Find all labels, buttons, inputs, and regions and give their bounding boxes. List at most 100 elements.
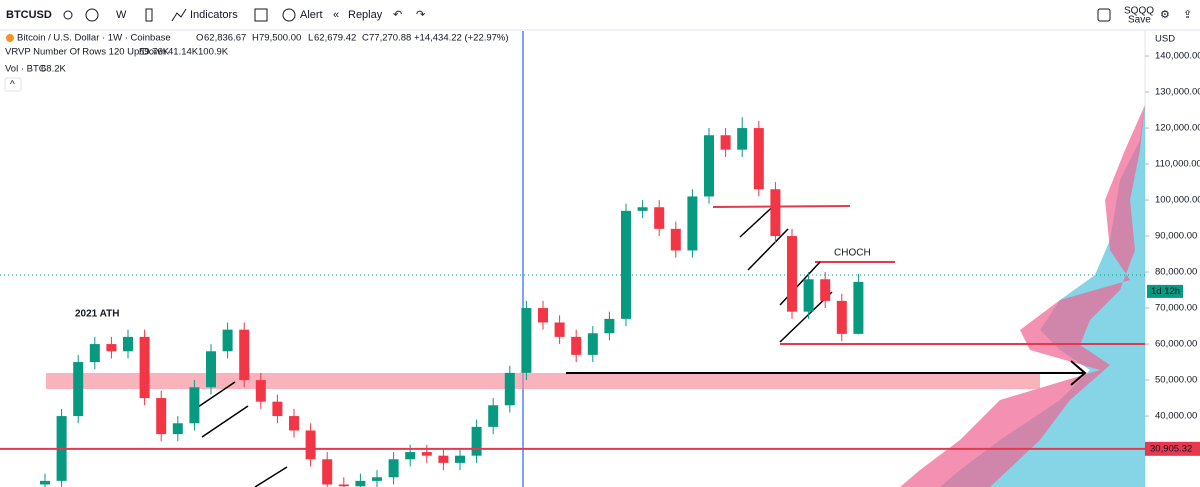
candle-body xyxy=(355,480,366,487)
channel-line xyxy=(201,405,249,438)
level-tag xyxy=(1145,441,1200,456)
candle-body xyxy=(239,329,250,381)
symbol[interactable]: BTCUSD xyxy=(6,9,52,21)
candle-body xyxy=(289,416,299,431)
alert-icon[interactable] xyxy=(282,8,296,22)
channel-line xyxy=(254,466,288,487)
candle-body xyxy=(172,423,183,435)
legend-value: 100.9K xyxy=(198,47,229,58)
legend-value: 79,500.00 xyxy=(259,33,301,44)
replay-icon[interactable]: « xyxy=(333,9,339,21)
candle-body xyxy=(571,336,582,355)
candle-body xyxy=(604,318,615,334)
volume-profile-down xyxy=(900,105,1145,487)
candle-body xyxy=(670,228,681,251)
legend-vrvp: VRVP Number Of Rows 120 Up/Down xyxy=(5,47,166,58)
volume-profile-up xyxy=(940,105,1145,487)
coin-icon xyxy=(6,34,14,42)
candle-body xyxy=(621,210,631,319)
candle-body xyxy=(89,344,100,363)
channel-line xyxy=(197,381,236,408)
candle-body xyxy=(156,398,167,435)
legend-value: 77,270.88 xyxy=(369,33,411,44)
candle-body xyxy=(338,484,349,487)
candle-body xyxy=(372,477,382,481)
candle-body xyxy=(189,387,200,424)
level-tag-label: 30,905.32 xyxy=(1150,443,1192,454)
layout-icon[interactable] xyxy=(254,8,268,22)
legend-value: 59.76K xyxy=(139,47,170,58)
legend-label: C xyxy=(362,33,369,44)
plot-area xyxy=(0,31,1145,487)
legend-label: H xyxy=(252,33,259,44)
candle-body xyxy=(554,322,565,337)
y-tick-label: 50,000.00 xyxy=(1155,375,1197,386)
indicators[interactable]: Indicators xyxy=(190,9,238,21)
candle-body xyxy=(222,329,233,352)
resistance-line xyxy=(712,205,851,208)
candle-body xyxy=(770,189,781,237)
annotation: CHOCH xyxy=(834,248,871,259)
y-tick-label: 90,000.00 xyxy=(1155,231,1197,242)
legend-title: Bitcoin / U.S. Dollar · 1W · Coinbase xyxy=(17,33,171,44)
account[interactable]: SQQQ xyxy=(1124,6,1154,17)
candle-body xyxy=(106,344,117,352)
y-tick-label: 130,000.00 xyxy=(1155,87,1200,98)
redo[interactable]: ↷ xyxy=(416,9,425,21)
candle-body xyxy=(123,336,133,352)
save[interactable]: Save xyxy=(1128,15,1151,26)
channel-line xyxy=(779,261,821,306)
candle-body xyxy=(587,333,598,355)
y-tick-label: 110,000.00 xyxy=(1155,159,1200,170)
interval[interactable]: W xyxy=(116,9,127,21)
candle-body xyxy=(73,362,84,417)
y-tick-label: 120,000.00 xyxy=(1155,123,1200,134)
zone xyxy=(46,373,1040,389)
indicators-icon[interactable] xyxy=(171,8,187,22)
countdown-tag xyxy=(1147,284,1183,298)
candle-body xyxy=(139,336,150,399)
legend-value: 62,679.42 xyxy=(314,33,356,44)
legend-value: 41.14K xyxy=(168,47,199,58)
undo[interactable]: ↶ xyxy=(393,9,402,21)
watch-icon[interactable] xyxy=(63,10,73,20)
candle-body xyxy=(438,455,449,463)
candle-body xyxy=(637,207,648,211)
candle-body xyxy=(521,308,532,373)
publish[interactable]: ⇪ xyxy=(1183,9,1192,21)
candle-body xyxy=(704,135,714,197)
y-tick-label: 60,000.00 xyxy=(1155,339,1197,350)
candle-body xyxy=(687,196,698,251)
add-symbol-icon[interactable] xyxy=(85,8,99,22)
candle-body xyxy=(737,128,748,150)
legend-label: O xyxy=(196,33,203,44)
legend-value: 62,836.67 xyxy=(204,33,246,44)
collapse-button[interactable] xyxy=(4,77,22,92)
legend-change: +14,434.22 (+22.97%) xyxy=(414,33,509,44)
candle-body xyxy=(803,279,814,312)
alert[interactable]: Alert xyxy=(300,9,323,21)
y-tick-label: 80,000.00 xyxy=(1155,267,1197,278)
y-tick-label: 140,000.00 xyxy=(1155,51,1200,62)
fullscreen-icon[interactable] xyxy=(1097,8,1111,22)
y-tick-label: 70,000.00 xyxy=(1155,303,1197,314)
settings[interactable]: ⚙ xyxy=(1160,9,1170,21)
candle-body xyxy=(388,459,399,478)
candle-body xyxy=(488,405,499,427)
candle-body xyxy=(654,207,665,229)
legend-vol: Vol · BTC xyxy=(5,64,46,75)
axis-unit: USD xyxy=(1155,34,1175,45)
candle-body xyxy=(820,279,831,301)
candle-body xyxy=(787,236,797,312)
candle-body xyxy=(272,401,283,417)
y-tick-label: 40,000.00 xyxy=(1155,411,1197,422)
candle-body xyxy=(206,351,216,388)
y-tick-label: 100,000.00 xyxy=(1155,195,1200,206)
collapse-icon[interactable]: ^ xyxy=(10,80,15,91)
candle-body xyxy=(455,455,465,463)
candle-body xyxy=(471,426,482,456)
replay[interactable]: Replay xyxy=(348,9,383,21)
chart-type-icon[interactable] xyxy=(145,8,153,22)
